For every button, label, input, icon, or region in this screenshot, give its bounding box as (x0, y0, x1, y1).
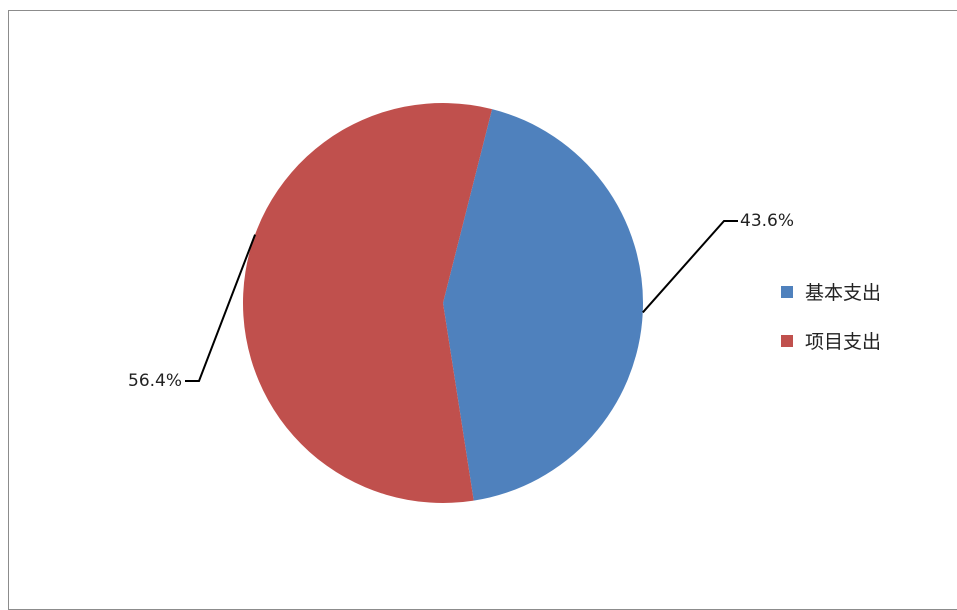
pie-slice-project-expenditure (242, 102, 493, 503)
data-label-project-expenditure: 56.4% (128, 371, 182, 391)
legend: 基本支出 项目支出 (781, 282, 881, 353)
pie-slice-basic-expenditure (443, 109, 643, 501)
legend-label-basic-expenditure: 基本支出 (805, 282, 881, 304)
legend-swatch-project-expenditure (781, 335, 793, 347)
leader-lines (185, 220, 738, 382)
data-label-basic-expenditure: 43.6% (740, 211, 794, 231)
leader-line-basic-expenditure (642, 220, 738, 314)
pie-slices (242, 102, 643, 503)
leader-line-project-expenditure (185, 234, 257, 382)
legend-swatch-basic-expenditure (781, 286, 793, 298)
legend-label-project-expenditure: 项目支出 (805, 331, 881, 353)
pie-chart: 43.6% 56.4% 基本支出 项目支出 (128, 102, 881, 503)
